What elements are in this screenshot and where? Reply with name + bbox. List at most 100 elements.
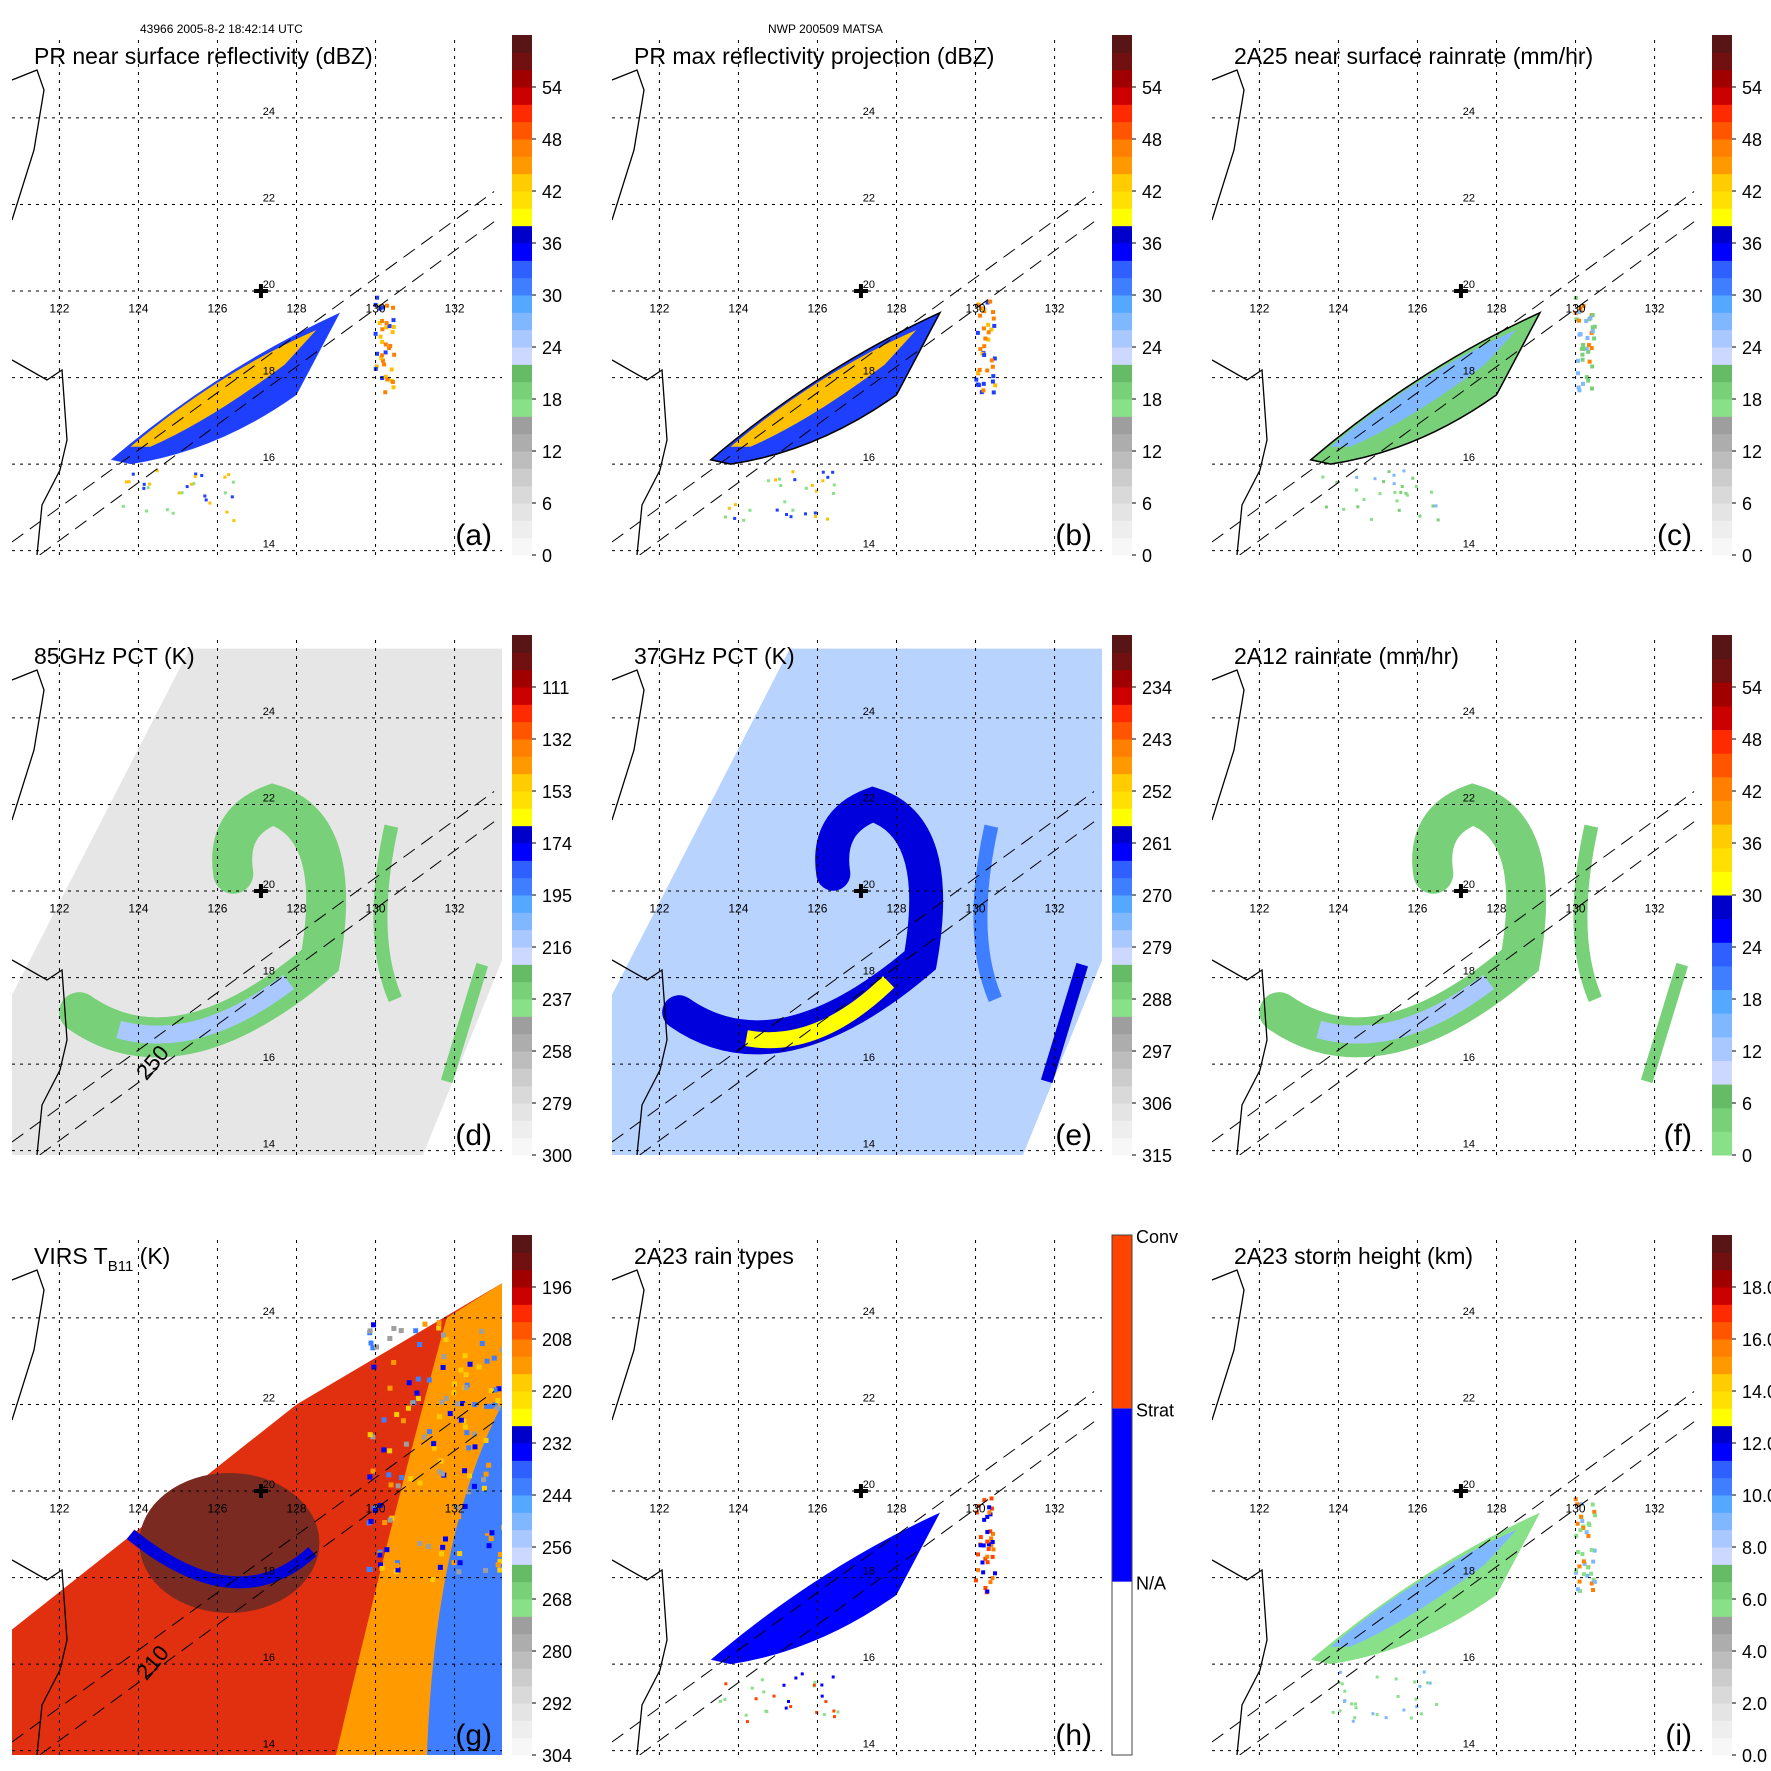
- data-cell: [1581, 304, 1586, 309]
- lon-tick-label: 122: [1249, 302, 1269, 316]
- convective-core: [744, 976, 895, 1049]
- data-cell: [491, 1514, 497, 1520]
- colorbar-segment: [512, 1033, 532, 1052]
- colorbar-segment: [1712, 433, 1732, 452]
- data-cell: [1353, 1702, 1357, 1706]
- colorbar-segment: [1712, 1616, 1732, 1635]
- data-cell: [1321, 475, 1325, 479]
- colorbar-segment: [1712, 1131, 1732, 1156]
- colorbar-tick-label: 30: [542, 286, 562, 306]
- data-cell: [426, 1377, 432, 1383]
- data-cell: [457, 1551, 463, 1557]
- spiral-rainband: [1259, 783, 1547, 1058]
- lat-tick-label: 22: [1463, 1392, 1475, 1404]
- colorbar-tick-label: 10.0: [1742, 1486, 1771, 1506]
- lon-tick-label: 126: [1407, 1502, 1427, 1516]
- data-cell: [1411, 476, 1415, 480]
- colorbar-segment: [1712, 139, 1732, 157]
- data-cell: [185, 485, 189, 489]
- lat-tick-label: 20: [863, 879, 875, 891]
- data-cell: [471, 1483, 477, 1489]
- data-cell: [482, 1506, 488, 1512]
- colorbar-segment: [1112, 156, 1132, 175]
- colorbar-segment: [1112, 520, 1132, 539]
- data-cell: [987, 1510, 992, 1515]
- data-cell: [814, 514, 818, 518]
- data-cell: [501, 1524, 502, 1530]
- data-cell: [371, 1322, 377, 1328]
- colorbar-segment: [512, 1287, 532, 1305]
- colorbar-tick-label: 111: [542, 678, 569, 698]
- colorbar-segment: [1112, 329, 1132, 348]
- colorbar-segment: [512, 1477, 532, 1496]
- colorbar-segment: [512, 295, 532, 313]
- data-cell: [496, 1386, 502, 1392]
- colorbar-segment: [512, 87, 532, 105]
- colorbar-tick-label: 261: [1142, 834, 1172, 854]
- data-cell: [974, 377, 979, 382]
- colorbar-segment: [512, 1321, 532, 1340]
- lat-tick-label: 24: [263, 1306, 275, 1318]
- data-cell: [1373, 477, 1377, 481]
- lon-tick-label: 126: [207, 302, 227, 316]
- data-cell: [384, 1547, 390, 1553]
- data-cell: [774, 478, 778, 482]
- lon-tick-label: 126: [807, 902, 827, 916]
- data-cell: [981, 1570, 986, 1575]
- colorbar-tick-label: 6: [1742, 1094, 1752, 1114]
- panel-label: (a): [455, 519, 492, 552]
- lat-tick-label: 18: [863, 366, 875, 378]
- data-cell: [1375, 1713, 1379, 1717]
- data-cell: [991, 390, 996, 395]
- data-cell: [488, 1387, 494, 1393]
- colorbar-tick-label: N/A: [1136, 1574, 1166, 1594]
- data-cell: [1397, 508, 1401, 512]
- data-cell: [408, 1476, 414, 1482]
- colorbar: 0 6 12 18 24 30 36 42 48 54: [1712, 635, 1762, 1166]
- lat-tick-label: 16: [863, 1652, 875, 1664]
- data-cell: [425, 1543, 431, 1549]
- lat-tick-label: 24: [1463, 1306, 1475, 1318]
- data-cell: [1414, 484, 1418, 488]
- data-cell: [430, 1577, 436, 1583]
- data-cell: [384, 325, 389, 330]
- pr-swath-edge: [39, 1421, 495, 1755]
- data-cell: [992, 356, 997, 361]
- header-storm-name: NWP 200509 MATSA: [768, 22, 883, 36]
- pr-swath-edge: [612, 791, 1095, 1143]
- colorbar-segment: [1112, 537, 1132, 556]
- data-cell: [789, 1705, 793, 1709]
- data-cell: [398, 1328, 404, 1334]
- data-cell: [791, 470, 795, 474]
- data-cell: [990, 1539, 995, 1544]
- storm-center-icon: [253, 284, 268, 299]
- data-cell: [379, 355, 384, 360]
- data-cell: [1577, 1579, 1582, 1584]
- colorbar-segment: [1712, 1339, 1732, 1357]
- colorbar-segment: [1712, 104, 1732, 123]
- data-cell: [1353, 1716, 1357, 1720]
- colorbar-segment: [512, 964, 532, 983]
- lon-tick-label: 126: [1407, 302, 1427, 316]
- lat-tick-label: 20: [1463, 279, 1475, 291]
- colorbar-segment: [512, 1103, 532, 1121]
- colorbar-segment: [1712, 277, 1732, 296]
- data-cell: [417, 1342, 423, 1348]
- colorbar-tick-label: 24: [1742, 938, 1762, 958]
- data-cell: [982, 1498, 987, 1503]
- data-cell: [127, 480, 131, 484]
- colorbar-segment: [512, 860, 532, 879]
- data-cell: [1351, 1719, 1355, 1723]
- data-cell: [1574, 1568, 1579, 1573]
- data-cell: [383, 390, 388, 395]
- data-cell: [1590, 1502, 1595, 1507]
- data-cell: [394, 1563, 400, 1569]
- lat-tick-label: 24: [263, 106, 275, 118]
- panel-title: 2A23 storm height (km): [1234, 1243, 1473, 1269]
- data-cell: [200, 474, 204, 478]
- data-cell: [388, 343, 393, 348]
- tb-background: [12, 648, 502, 1155]
- data-cell: [391, 324, 396, 329]
- data-cell: [1591, 1577, 1596, 1582]
